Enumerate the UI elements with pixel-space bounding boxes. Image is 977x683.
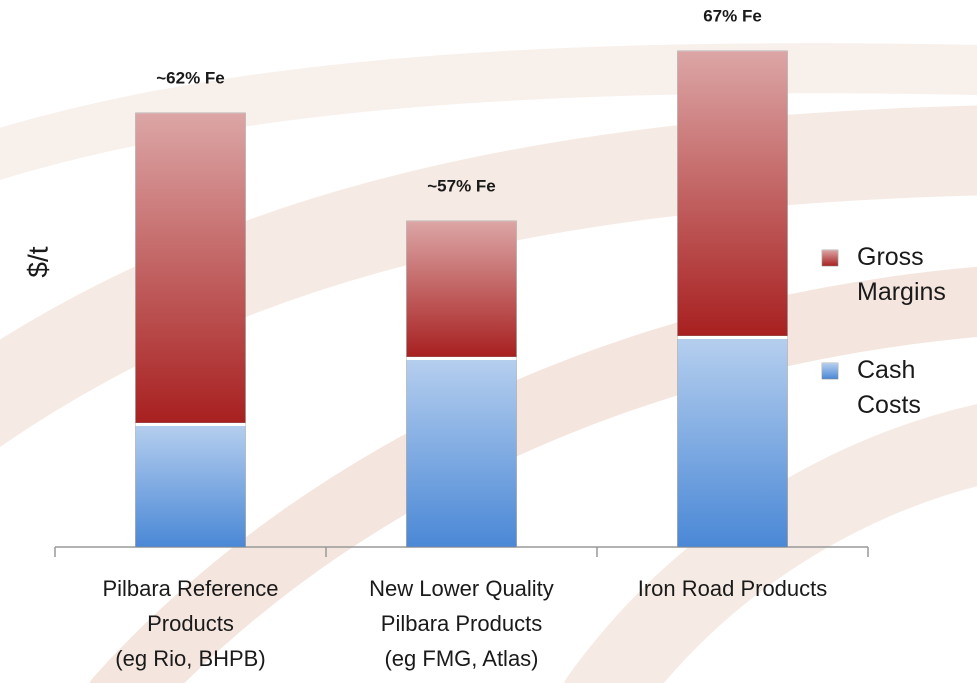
bar-shade (135, 423, 246, 547)
bar-shade (406, 357, 517, 547)
bar-annotation: 67% Fe (703, 6, 762, 25)
legend-label: Cash Costs (857, 356, 921, 419)
legend-swatch-shade (822, 250, 838, 266)
bar-annotation: ~62% Fe (156, 68, 225, 87)
legend-swatch-shade (822, 363, 838, 379)
x-tick-label: Products (147, 611, 234, 636)
y-axis-label: $/t (22, 246, 53, 277)
x-tick-label: (eg Rio, BHPB) (115, 646, 265, 671)
x-tick-label: Iron Road Products (638, 576, 828, 601)
x-tick-label: Pilbara Products (381, 611, 542, 636)
x-tick-label: Pilbara Reference (102, 576, 278, 601)
x-tick-label: New Lower Quality (369, 576, 554, 601)
legend-label: Gross Margins (857, 243, 946, 306)
x-tick-label: (eg FMG, Atlas) (384, 646, 538, 671)
bar-annotation: ~57% Fe (427, 176, 496, 195)
bar-shade (135, 113, 246, 423)
bar-shade (677, 51, 788, 336)
bar-shade (677, 336, 788, 547)
bar-shade (406, 221, 517, 357)
